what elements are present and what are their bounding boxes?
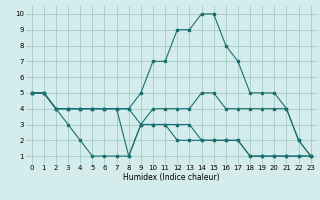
- X-axis label: Humidex (Indice chaleur): Humidex (Indice chaleur): [123, 173, 220, 182]
